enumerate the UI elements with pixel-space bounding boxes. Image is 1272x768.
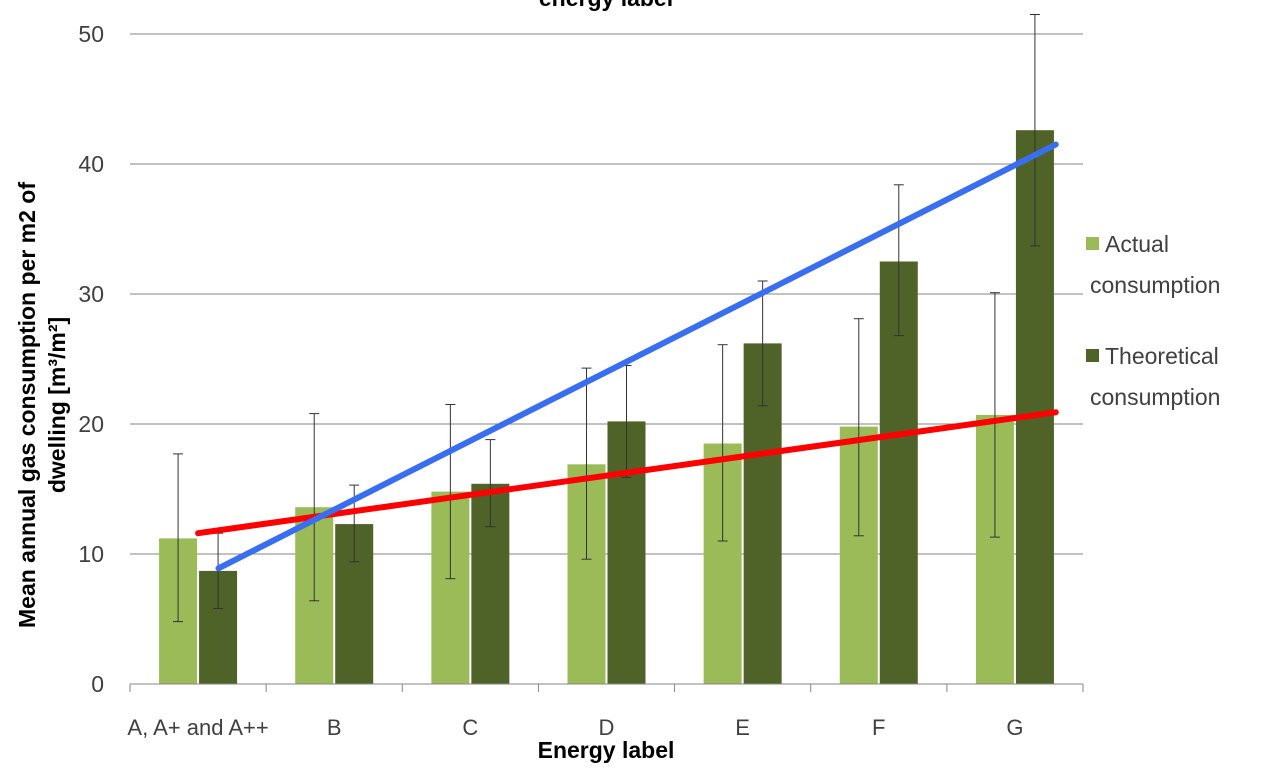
x-tick-labels: A, A+ and A++ B C D E F G — [127, 715, 1023, 740]
x-tick-label: G — [1006, 715, 1023, 740]
legend-label-theoretical-2: consumption — [1090, 384, 1220, 410]
y-tick-labels: 0 10 20 30 40 50 — [78, 21, 104, 697]
legend-swatch-actual — [1086, 237, 1099, 250]
bars — [159, 130, 1054, 684]
y-tick-label: 10 — [78, 541, 104, 567]
x-tick-label: A, A+ and A++ — [127, 715, 268, 740]
y-tick-label: 30 — [78, 281, 104, 307]
trendline-theoretical — [215, 141, 1059, 572]
x-axis — [129, 683, 1084, 692]
y-tick-label: 50 — [78, 21, 104, 47]
x-tick-label: B — [327, 715, 342, 740]
legend: Actual consumption Theoretical consumpti… — [1086, 231, 1220, 410]
x-tick-label: D — [599, 715, 615, 740]
y-tick-label: 40 — [78, 151, 104, 177]
legend-label-theoretical-1: Theoretical — [1105, 343, 1219, 369]
chart-title: energy label — [539, 0, 673, 11]
legend-swatch-theoretical — [1086, 349, 1099, 362]
x-axis-title: Energy label — [538, 737, 675, 763]
y-tick-label: 0 — [91, 671, 104, 697]
x-tick-label: F — [872, 715, 885, 740]
error-bars — [173, 14, 1040, 623]
legend-label-actual-1: Actual — [1105, 231, 1169, 257]
legend-label-actual-2: consumption — [1090, 272, 1220, 298]
x-tick-label: C — [462, 715, 478, 740]
y-axis-title-line2: dwelling [m³/m²] — [44, 317, 70, 493]
trendline-actual — [195, 409, 1059, 537]
y-axis-title-line1: Mean annual gas consumption per m2 of — [14, 182, 40, 628]
y-tick-label: 20 — [78, 411, 104, 437]
x-tick-label: E — [735, 715, 750, 740]
grid-lines — [130, 33, 1083, 555]
trendlines — [195, 141, 1059, 572]
